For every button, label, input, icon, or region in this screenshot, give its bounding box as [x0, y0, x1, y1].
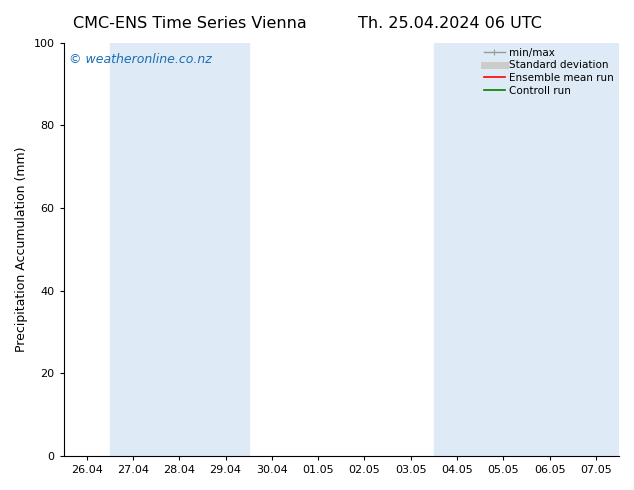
Legend: min/max, Standard deviation, Ensemble mean run, Controll run: min/max, Standard deviation, Ensemble me…	[482, 46, 616, 98]
Y-axis label: Precipitation Accumulation (mm): Precipitation Accumulation (mm)	[15, 147, 28, 352]
Text: CMC-ENS Time Series Vienna: CMC-ENS Time Series Vienna	[74, 16, 307, 31]
Bar	[110, 43, 249, 456]
Bar	[434, 43, 573, 456]
Text: Th. 25.04.2024 06 UTC: Th. 25.04.2024 06 UTC	[358, 16, 542, 31]
Bar	[573, 43, 634, 456]
Text: © weatheronline.co.nz: © weatheronline.co.nz	[69, 53, 212, 66]
